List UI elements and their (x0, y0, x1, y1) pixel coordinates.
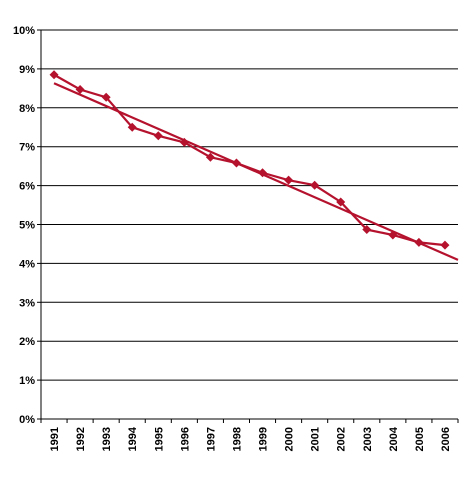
data-point (336, 197, 346, 207)
y-tick-label: 6% (19, 181, 35, 193)
x-tick-label: 2001 (310, 427, 322, 451)
x-tick-label: 2000 (284, 427, 296, 451)
data-point (414, 237, 424, 247)
x-tick-label: 1997 (205, 427, 217, 451)
y-tick-label: 8% (19, 103, 35, 115)
x-tick-label: 1993 (101, 427, 113, 451)
y-tick-label: 0% (19, 414, 35, 426)
data-point (75, 85, 85, 95)
data-point (127, 122, 137, 132)
data-point (49, 70, 59, 80)
y-tick-labels: 0% 1% 2% 3% 4% 5% 6% 7% 8% 9% 10% (13, 25, 35, 426)
data-point (101, 92, 111, 102)
y-tick-label: 5% (19, 220, 35, 232)
y-tick-label: 10% (13, 25, 35, 37)
x-tick-labels: 1991 1992 1993 1994 1995 1996 1997 1998 1999 2000… (49, 426, 452, 451)
trendline (53, 82, 459, 261)
y-tick-label: 3% (19, 297, 35, 309)
x-tick-label: 1999 (258, 427, 270, 451)
y-tick-label: 2% (19, 336, 35, 348)
data-point (362, 225, 372, 235)
x-tick-label: 2006 (440, 427, 452, 451)
x-tick-label: 1991 (49, 427, 61, 451)
x-tick-label: 1998 (231, 427, 243, 451)
axes (37, 29, 459, 423)
data-point (153, 131, 163, 141)
data-point (388, 230, 398, 240)
data-point (179, 137, 189, 147)
series (49, 70, 459, 261)
x-tick-label: 1994 (127, 426, 139, 451)
y-tick-label: 9% (19, 64, 35, 76)
x-tick-label: 1992 (75, 427, 87, 451)
x-tick-label: 1995 (153, 427, 165, 451)
data-point (205, 152, 215, 162)
x-tick-label: 2005 (414, 427, 426, 451)
x-tick-label: 1996 (179, 427, 191, 451)
x-tick-label: 2004 (388, 426, 400, 451)
data-point (310, 180, 320, 190)
y-tick-label: 7% (19, 142, 35, 154)
series-line (53, 73, 446, 247)
y-tick-label: 1% (19, 375, 35, 387)
data-point (284, 175, 294, 185)
x-tick-label: 2002 (336, 427, 348, 451)
data-point (440, 240, 450, 250)
gridlines (41, 29, 458, 381)
x-tick-label: 2003 (362, 427, 374, 451)
data-point (258, 168, 268, 178)
y-tick-label: 4% (19, 258, 35, 270)
data-point (231, 158, 241, 168)
